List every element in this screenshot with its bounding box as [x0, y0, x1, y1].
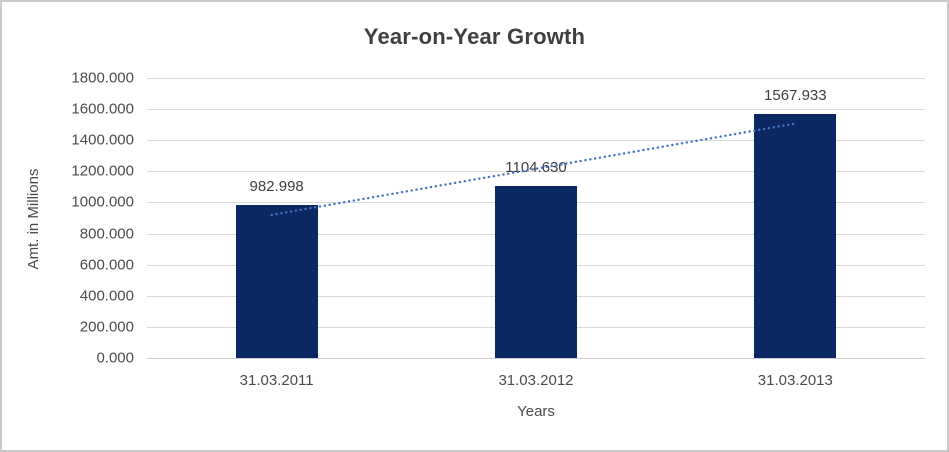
bar-data-label: 1104.630 — [505, 159, 567, 177]
y-axis-tick-label: 1000.000 — [71, 193, 134, 211]
y-axis-tick-label: 1600.000 — [71, 100, 134, 118]
y-axis-tick-label: 1200.000 — [71, 162, 134, 180]
y-axis-tick-label: 0.000 — [96, 349, 134, 367]
y-axis-tick-label: 800.000 — [79, 225, 134, 243]
plot-area: 0.000 200.000 400.000 600.000 800.000 1000.00… — [71, 70, 925, 389]
y-axis-tick-label: 400.000 — [79, 287, 134, 305]
x-axis-tick-label: 31.03.2011 — [239, 372, 314, 389]
bar-31.03.2012 — [495, 186, 577, 358]
bar-data-label: 982.998 — [249, 178, 304, 196]
y-axis-tick-label: 200.000 — [79, 318, 134, 336]
trendline — [270, 122, 795, 217]
bar-31.03.2013 — [754, 114, 837, 358]
x-axis-tick-label: 31.03.2012 — [498, 372, 574, 389]
gridline — [147, 78, 925, 79]
bar-data-label: 1567.933 — [764, 87, 827, 105]
gridline — [147, 109, 925, 111]
gridline — [147, 140, 925, 142]
y-axis-tick-label: 600.000 — [79, 256, 134, 274]
trendline-path — [270, 122, 795, 217]
chart-title: Year-on-Year Growth — [363, 24, 586, 49]
x-axis-tick-label: 31.03.2013 — [757, 372, 833, 389]
x-axis-title: Years — [517, 403, 555, 420]
y-axis-tick-label: 1800.000 — [71, 69, 134, 87]
y-axis-tick-label: 1400.000 — [71, 131, 134, 149]
y-axis-title: Amt. in Millions — [25, 168, 42, 270]
gridline — [147, 171, 925, 173]
bar-31.03.2011 — [235, 205, 318, 358]
